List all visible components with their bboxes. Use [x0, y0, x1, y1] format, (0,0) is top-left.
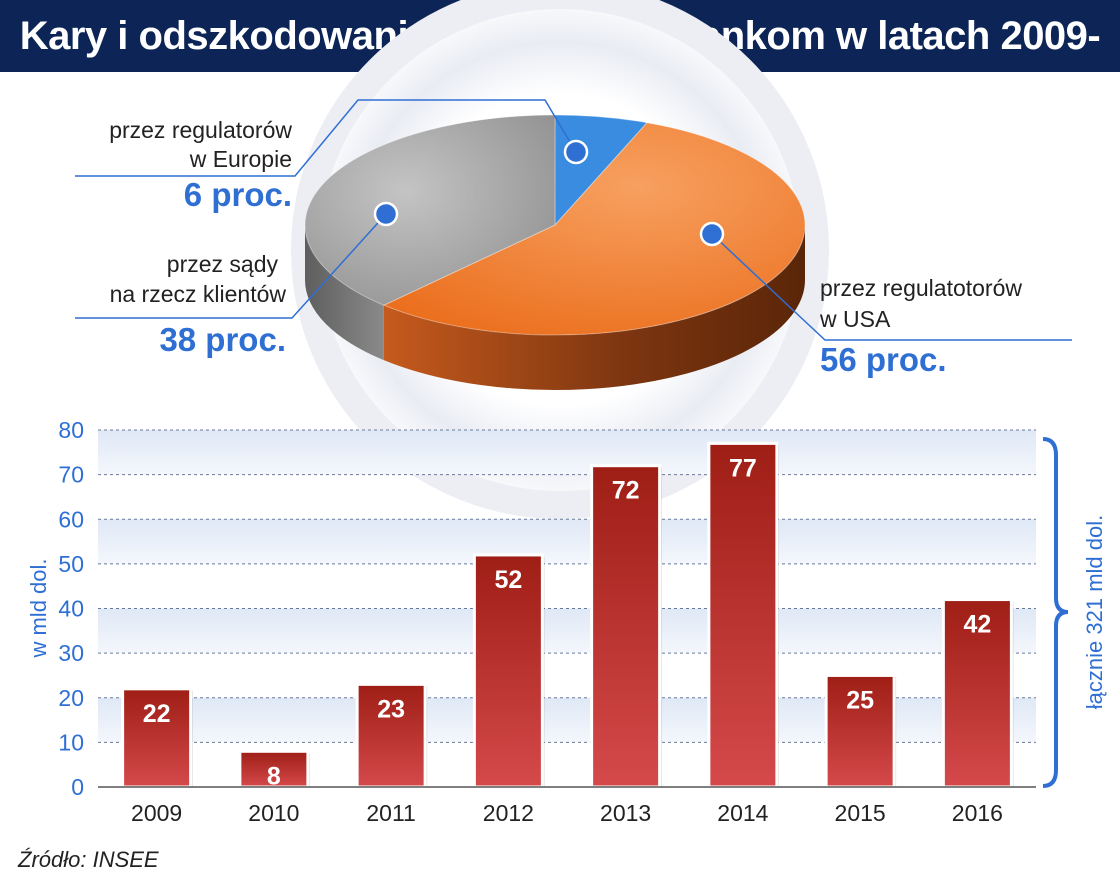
- y-tick-label: 30: [58, 640, 84, 666]
- y-tick-label: 0: [71, 774, 84, 800]
- pie-label-europe-line1: przez regulatorów: [109, 117, 292, 143]
- pie-label-europe-line2: w Europie: [189, 146, 292, 172]
- bg-band: [98, 519, 1036, 564]
- leader-line-courts: [75, 213, 387, 319]
- bar-2012: [472, 553, 544, 789]
- bar-chart-x-ticks: 2009 2010 2011 2012 2013 2014 2015 2016: [131, 800, 1003, 826]
- leader-dot-courts: [373, 201, 399, 227]
- bg-band: [98, 608, 1036, 654]
- total-brace: [1042, 437, 1069, 788]
- x-tick-label: 2015: [835, 800, 886, 826]
- total-annotation: łącznie 321 mld dol.: [1082, 515, 1107, 709]
- y-axis-label: w mld dol.: [26, 558, 51, 658]
- leader-line-usa: [711, 233, 1072, 341]
- x-tick-label: 2012: [483, 800, 534, 826]
- y-tick-label: 70: [58, 462, 84, 488]
- source-note: Źródło: INSEE: [17, 847, 159, 872]
- leader-dot-europe: [563, 139, 589, 165]
- pie-slice-2: [304, 114, 556, 306]
- pie-value-courts: 38 proc.: [159, 321, 286, 358]
- y-tick-label: 80: [58, 417, 84, 443]
- pie-slice-side-2: [305, 225, 384, 361]
- leader-dot-usa: [699, 221, 725, 247]
- leader-line-europe: [75, 99, 577, 177]
- bar-value-label: 52: [494, 566, 522, 594]
- pie-label-usa-line2: w USA: [819, 306, 891, 332]
- pie-labels: przez regulatorów w Europie 6 proc. prze…: [109, 117, 1022, 378]
- bar-value-label: 42: [963, 611, 991, 639]
- y-tick-label: 40: [58, 596, 84, 622]
- x-tick-label: 2016: [952, 800, 1003, 826]
- bar-2011: [355, 682, 427, 789]
- bar-chart-bars: 22 8 23 52 72 77 25 42: [121, 441, 1014, 790]
- pie-value-usa: 56 proc.: [820, 341, 947, 378]
- pie-label-courts-line2: na rzecz klientów: [110, 281, 287, 307]
- y-tick-label: 50: [58, 551, 84, 577]
- bar-2015: [824, 673, 896, 789]
- bar-value-label: 8: [267, 762, 281, 790]
- pie-value-europe: 6 proc.: [184, 176, 292, 213]
- bar-2016: [941, 598, 1013, 789]
- x-tick-label: 2010: [248, 800, 299, 826]
- bar-2013: [590, 464, 662, 789]
- y-tick-label: 60: [58, 506, 84, 532]
- x-tick-label: 2009: [131, 800, 182, 826]
- bar-chart-gridlines: [98, 429, 1036, 743]
- y-tick-label: 20: [58, 685, 84, 711]
- bar-2009: [121, 687, 193, 789]
- x-tick-label: 2011: [366, 800, 415, 826]
- y-tick-label: 10: [58, 729, 84, 755]
- pie-leader-lines: [75, 99, 1072, 341]
- bar-value-label: 23: [377, 695, 405, 723]
- bar-2010: [238, 749, 310, 789]
- x-tick-label: 2013: [600, 800, 651, 826]
- bar-value-label: 72: [612, 477, 640, 505]
- bar-2014: [707, 441, 779, 789]
- bar-value-label: 77: [729, 454, 757, 482]
- bg-band: [98, 430, 1036, 475]
- bar-chart-y-ticks: 0 10 20 30 40 50 60 70 80: [58, 417, 84, 800]
- bar-value-label: 25: [846, 686, 874, 714]
- pie-chart: [304, 114, 806, 390]
- x-tick-label: 2014: [717, 800, 768, 826]
- pie-slice-side-1: [383, 225, 805, 390]
- pie-label-usa-line1: przez regulatotorów: [820, 275, 1022, 301]
- pie-label-courts-line1: przez sądy: [167, 251, 279, 277]
- bar-value-label: 22: [143, 700, 171, 728]
